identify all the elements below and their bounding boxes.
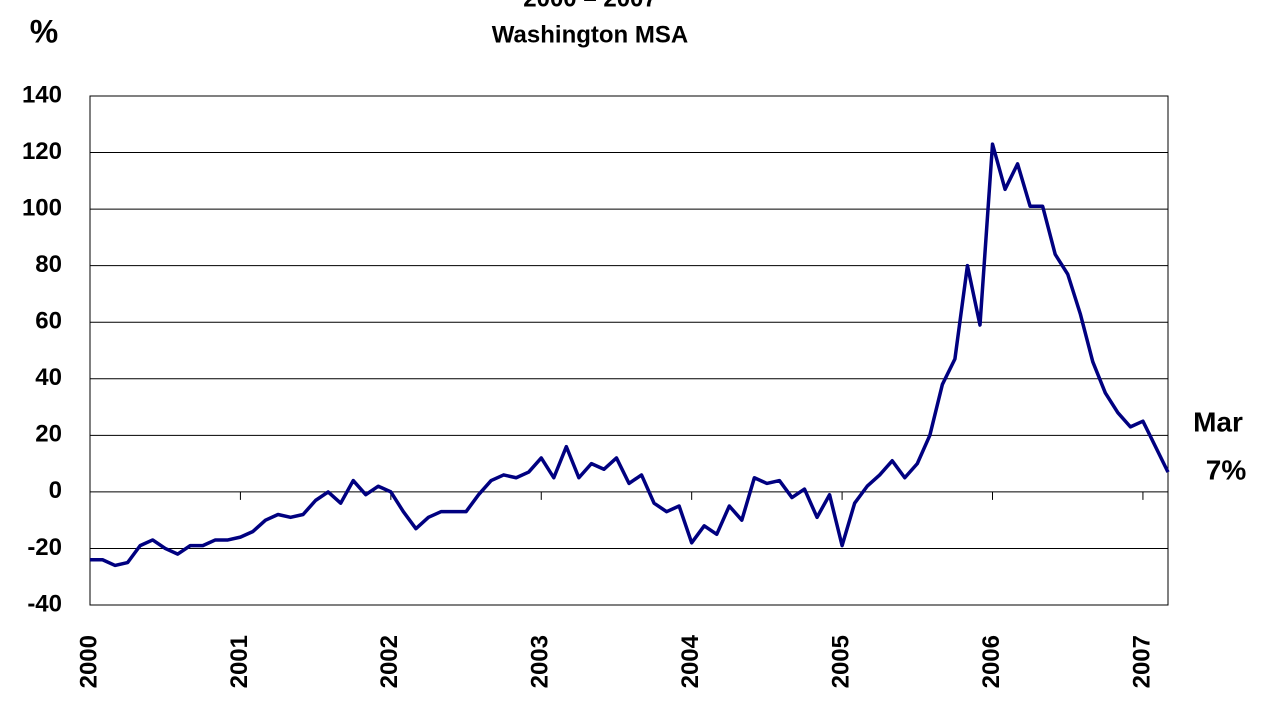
x-tick-label: 2000 [75, 635, 102, 688]
x-tick-label: 2005 [827, 635, 854, 688]
y-tick-label: 0 [49, 477, 62, 504]
x-tick-label: 2006 [978, 635, 1005, 688]
plot-border [89, 95, 1169, 606]
y-axis-label: % [30, 13, 58, 49]
x-tick-label: 2007 [1128, 635, 1155, 688]
annotation: 7% [1206, 454, 1247, 485]
x-tick-label: 2001 [226, 635, 253, 688]
chart-title: 2000 – 2007 [523, 0, 656, 12]
data-line [90, 142, 1170, 568]
x-tick-label: 2002 [376, 635, 403, 688]
y-tick-label: 20 [35, 421, 62, 448]
x-tick-label: 2004 [677, 634, 704, 688]
y-tick-label: -40 [27, 590, 62, 617]
y-tick-label: 60 [35, 308, 62, 335]
y-tick-label: 120 [22, 138, 62, 165]
y-tick-label: -20 [27, 534, 62, 561]
y-tick-label: 80 [35, 251, 62, 278]
y-tick-label: 140 [22, 81, 62, 108]
x-tick-label: 2003 [527, 635, 554, 688]
y-tick-label: 40 [35, 364, 62, 391]
y-tick-label: 100 [22, 194, 62, 221]
annotation: Mar [1193, 406, 1243, 437]
chart-subtitle: Washington MSA [492, 21, 688, 48]
